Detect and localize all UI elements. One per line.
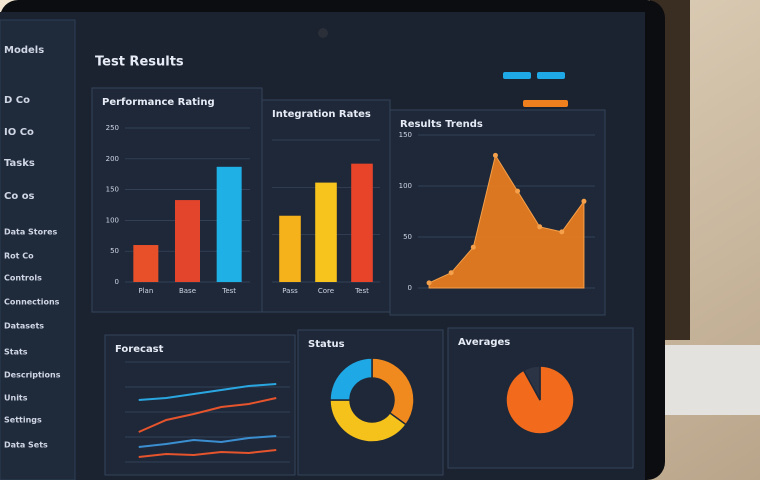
x-tick-label: Plan (138, 287, 153, 295)
x-tick-label: Test (354, 287, 369, 295)
sidebar-item: Tasks (4, 158, 35, 169)
y-tick-label: 100 (106, 216, 119, 224)
sidebar-item: Settings (4, 416, 42, 425)
sidebar-item: IO Co (4, 127, 34, 138)
point (492, 152, 498, 158)
sidebar-item: Units (4, 394, 28, 403)
panel-title: Integration Rates (272, 109, 371, 120)
panel (297, 329, 444, 476)
y-tick-label: 100 (399, 182, 412, 190)
panel-title: Status (308, 339, 345, 350)
page-title: Test Results (95, 55, 184, 70)
sidebar-title: Models (4, 45, 44, 56)
point (426, 280, 432, 286)
camera (318, 28, 328, 38)
y-tick-label: 50 (110, 247, 119, 255)
toolbar-button[interactable] (537, 72, 565, 79)
sidebar-item: Controls (4, 274, 42, 283)
point (559, 229, 565, 235)
slice (522, 365, 541, 401)
panel-title: Performance Rating (102, 97, 215, 108)
sidebar-item: Data Sets (4, 441, 48, 450)
bar (279, 215, 301, 282)
bar (175, 200, 200, 282)
panel-title: Results Trends (400, 119, 483, 130)
sidebar-item: Datasets (4, 322, 44, 331)
panel-title: Forecast (115, 344, 164, 355)
slice (329, 357, 373, 401)
toolbar-button[interactable] (503, 72, 531, 79)
point (448, 270, 454, 276)
x-tick-label: Core (318, 287, 334, 295)
y-tick-label: 200 (106, 155, 119, 163)
sidebar-item: Stats (4, 348, 28, 357)
point (537, 224, 543, 230)
point (581, 198, 587, 204)
sidebar-item: Connections (4, 298, 60, 307)
panel-title: Averages (458, 337, 510, 348)
line (138, 449, 277, 458)
bar (315, 182, 337, 282)
bar (351, 163, 373, 282)
sidebar-item: Co os (4, 191, 35, 202)
slice (371, 357, 415, 426)
y-tick-label: 0 (115, 278, 119, 286)
sidebar-item: Rot Co (4, 252, 34, 261)
y-tick-label: 50 (403, 233, 412, 241)
sidebar (0, 19, 76, 480)
y-tick-label: 150 (399, 131, 412, 139)
toolbar-button[interactable] (523, 100, 568, 107)
line (138, 435, 277, 448)
bar (133, 245, 159, 282)
x-tick-label: Base (179, 287, 196, 295)
line (138, 383, 277, 401)
y-tick-label: 150 (106, 186, 119, 194)
point (470, 244, 476, 250)
x-tick-label: Pass (282, 287, 298, 295)
sidebar-item: Data Stores (4, 228, 58, 237)
sidebar-item: D Co (4, 95, 30, 106)
y-tick-label: 250 (106, 124, 119, 132)
line (138, 397, 277, 433)
slice (329, 399, 408, 443)
sidebar-item: Descriptions (4, 371, 61, 380)
y-tick-label: 0 (408, 284, 412, 292)
bar (216, 166, 242, 282)
point (515, 188, 521, 194)
x-tick-label: Test (221, 287, 236, 295)
